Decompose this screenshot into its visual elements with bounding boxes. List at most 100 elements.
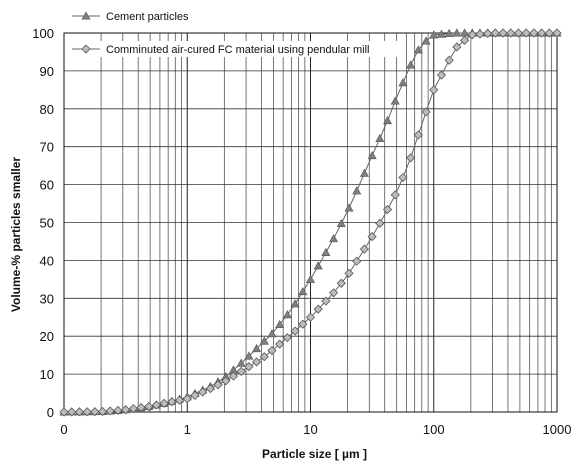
y-axis-title: Volume-% particles smaller (9, 157, 23, 313)
data-point (105, 406, 115, 416)
data-point (336, 278, 346, 288)
data-point (436, 70, 447, 80)
legend-backdrop (70, 41, 400, 57)
legend: Cement particles Comminuted air-cured FC … (70, 8, 400, 57)
data-point (159, 398, 169, 408)
data-point (244, 362, 254, 372)
data-point (59, 407, 69, 417)
data-point (113, 405, 123, 416)
data-point (429, 30, 439, 39)
data-point (452, 28, 462, 37)
data-point (174, 395, 185, 405)
data-point (436, 29, 446, 38)
data-point (336, 218, 346, 228)
data-point (521, 28, 531, 38)
data-point (329, 234, 339, 243)
legend-marker (81, 11, 91, 20)
data-point (421, 36, 431, 45)
data-point (121, 405, 131, 415)
y-tick-label: 30 (40, 291, 54, 306)
data-point (344, 203, 354, 212)
x-tick-label: 0 (60, 422, 67, 437)
x-tick-label: 1 (184, 422, 191, 437)
data-point (359, 168, 369, 177)
data-point (236, 358, 246, 367)
data-point (298, 286, 308, 296)
data-point (259, 336, 269, 345)
data-point (275, 339, 285, 349)
data-point (452, 42, 462, 52)
y-tick-label: 10 (40, 367, 54, 382)
data-point (313, 304, 323, 314)
data-point (305, 312, 316, 322)
data-point (267, 329, 277, 338)
data-point (290, 299, 300, 308)
data-point (244, 351, 254, 360)
y-tick-label: 20 (40, 329, 54, 344)
grid (63, 32, 557, 413)
y-tick-label: 50 (40, 216, 54, 231)
data-point (383, 115, 393, 125)
data-point (321, 247, 331, 256)
data-point (390, 96, 400, 105)
data-point (459, 35, 470, 45)
data-point (213, 380, 223, 390)
data-point (367, 150, 377, 160)
x-tick-label: 10 (303, 422, 317, 437)
legend-label: Comminuted air-cured FC material using p… (106, 44, 370, 56)
data-point (398, 78, 408, 87)
y-tick-label: 40 (40, 253, 54, 268)
data-point (367, 232, 377, 242)
data-point (221, 376, 231, 386)
data-point (305, 274, 316, 283)
data-point (144, 401, 154, 412)
data-point (375, 218, 385, 228)
data-point (90, 407, 100, 417)
data-point (544, 28, 554, 38)
data-point (344, 268, 354, 278)
legend-backdrop (70, 8, 190, 24)
data-point (359, 244, 369, 254)
data-point (136, 403, 146, 413)
x-tick-label: 1000 (543, 422, 572, 437)
data-point (236, 366, 246, 376)
data-point (259, 352, 269, 362)
data-point (190, 390, 200, 400)
data-point (352, 256, 362, 266)
data-point (182, 394, 192, 404)
data-point (429, 85, 439, 95)
data-point (390, 190, 400, 200)
y-tick-label: 100 (32, 26, 54, 41)
data-point (483, 28, 493, 38)
data-point (398, 172, 408, 183)
data-point (529, 28, 539, 38)
data-point (321, 296, 331, 306)
y-tick-label: 90 (40, 64, 54, 79)
data-point (382, 204, 393, 215)
data-point (97, 406, 108, 417)
data-point (282, 333, 292, 343)
data-point (552, 28, 562, 38)
data-point (198, 387, 208, 397)
data-point (475, 29, 485, 39)
data-point (205, 384, 215, 394)
data-point (275, 319, 285, 328)
data-point (406, 153, 416, 163)
data-point (313, 261, 323, 270)
legend-marker (81, 44, 91, 54)
y-tick-label: 80 (40, 102, 54, 117)
data-point (82, 407, 92, 417)
data-point (252, 357, 262, 367)
data-point (352, 186, 362, 195)
data-point (128, 404, 138, 414)
data-point (167, 397, 177, 407)
data-point (290, 326, 300, 336)
data-point (67, 407, 77, 417)
data-point (74, 407, 84, 417)
data-point (267, 346, 277, 356)
data-point (421, 107, 431, 117)
data-point (375, 133, 385, 143)
y-tick-label: 70 (40, 140, 54, 155)
data-point (490, 28, 500, 38)
